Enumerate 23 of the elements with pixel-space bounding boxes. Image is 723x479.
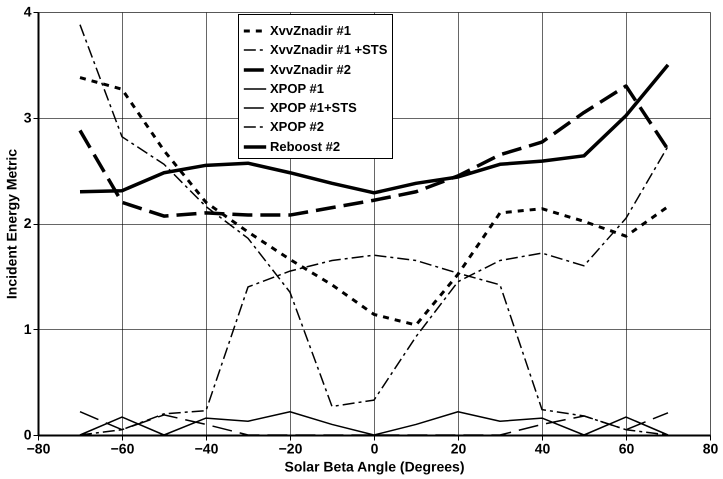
x-tick-label: 80 (702, 440, 718, 456)
x-tick-label: 60 (618, 440, 634, 456)
x-tick-label: 40 (534, 440, 550, 456)
x-tick-label: −20 (278, 440, 303, 456)
y-tick-label: 0 (24, 426, 32, 442)
x-tick-label: −60 (110, 440, 135, 456)
y-axis-title: Incident Energy Metric (4, 148, 20, 300)
y-tick-label: 1 (24, 320, 32, 337)
legend-label: XPOP #1+STS (270, 100, 358, 115)
legend-label: XvvZnadir #2 (270, 62, 351, 77)
y-tick-label: 2 (24, 215, 32, 231)
x-tick-label: −80 (26, 440, 51, 456)
x-tick-label: 0 (370, 440, 379, 456)
legend-label: XvvZnadir #1 +STS (270, 42, 388, 57)
x-axis-title: Solar Beta Angle (Degrees) (284, 458, 464, 474)
legend-label: XPOP #1 (270, 81, 324, 96)
legend-label: XPOP #2 (270, 119, 324, 134)
legend-label: XvvZnadir #1 (270, 23, 351, 38)
y-tick-label: 3 (24, 109, 32, 126)
legend-label: Reboost #2 (270, 139, 340, 154)
x-tick-label: −40 (194, 440, 219, 456)
x-tick-label: 20 (450, 440, 466, 456)
y-tick-label: 4 (24, 4, 32, 20)
